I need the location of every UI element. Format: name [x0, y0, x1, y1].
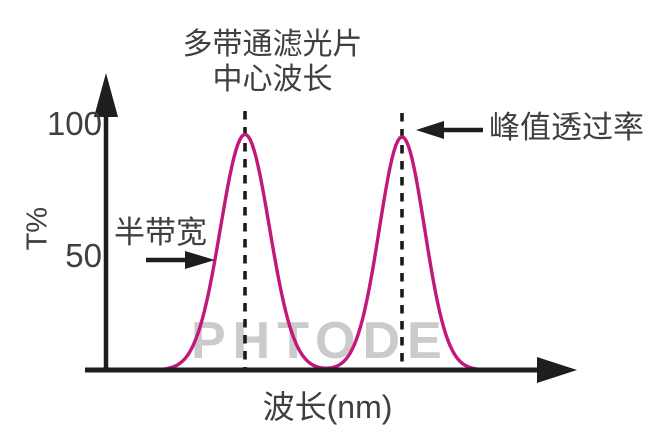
- chart-title-line1: 多带通滤光片: [182, 28, 363, 61]
- half-bandwidth-arrow-head: [185, 251, 215, 269]
- y-axis-arrowhead: [94, 73, 118, 117]
- watermark-text: PHTODE: [191, 312, 449, 370]
- chart-title-line2: 中心波长: [212, 62, 333, 96]
- y-tick-50: 50: [65, 237, 102, 274]
- half-bandwidth-label: 半带宽: [114, 215, 207, 250]
- peak-transmittance-label: 峰值透过率: [489, 110, 644, 145]
- chart-title: 多带通滤光片 中心波长: [160, 28, 385, 97]
- peak-transmittance-arrow-head: [416, 121, 444, 139]
- y-axis-label: T%: [21, 206, 54, 251]
- x-axis-arrowhead: [537, 357, 577, 383]
- x-axis-label: 波长(nm): [262, 389, 393, 425]
- y-tick-100: 100: [46, 105, 102, 142]
- transmission-curve: [160, 132, 480, 371]
